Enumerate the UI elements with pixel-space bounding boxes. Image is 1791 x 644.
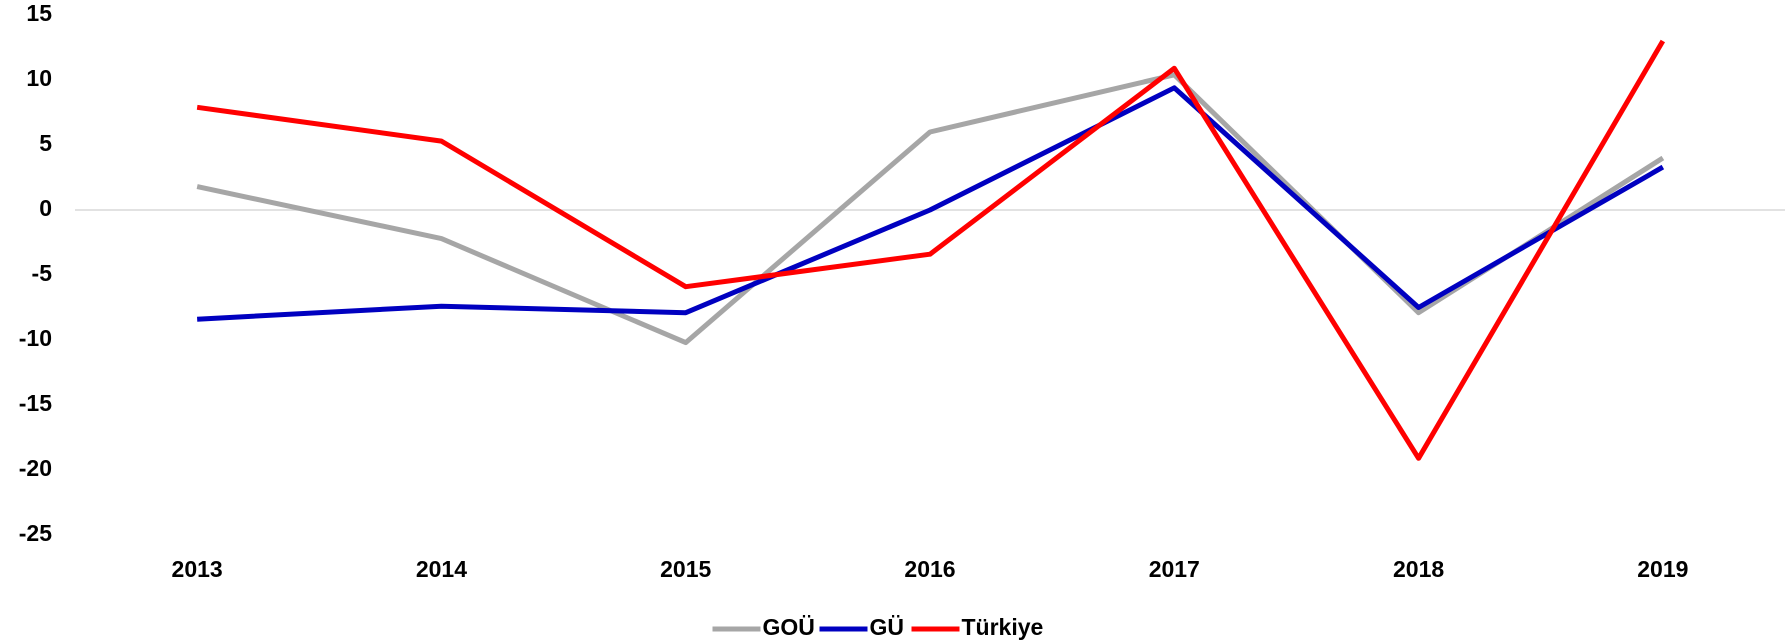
x-tick-label: 2017	[1149, 556, 1200, 582]
y-tick-label: 15	[26, 0, 52, 26]
line-series	[197, 85, 1665, 322]
x-tick-label: 2019	[1637, 556, 1688, 582]
y-tick-label: -20	[19, 455, 52, 481]
y-tick-label: 5	[39, 130, 52, 156]
y-tick-label: 10	[26, 65, 52, 91]
y-tick-label: -15	[19, 390, 52, 416]
x-tick-label: 2018	[1393, 556, 1444, 582]
y-tick-label: -25	[19, 520, 52, 546]
x-tick-label: 2014	[416, 556, 467, 582]
line-series	[196, 72, 1665, 346]
legend-label: GÜ	[870, 614, 905, 640]
x-tick-label: 2015	[660, 556, 711, 582]
line-series	[196, 39, 1666, 461]
y-tick-label: -10	[19, 325, 52, 351]
y-tick-label: 0	[39, 195, 52, 221]
y-tick-label: -5	[32, 260, 53, 286]
x-tick-label: 2013	[172, 556, 223, 582]
legend-label: Türkiye	[962, 614, 1044, 640]
legend-label: GOÜ	[763, 614, 815, 640]
x-tick-label: 2016	[904, 556, 955, 582]
